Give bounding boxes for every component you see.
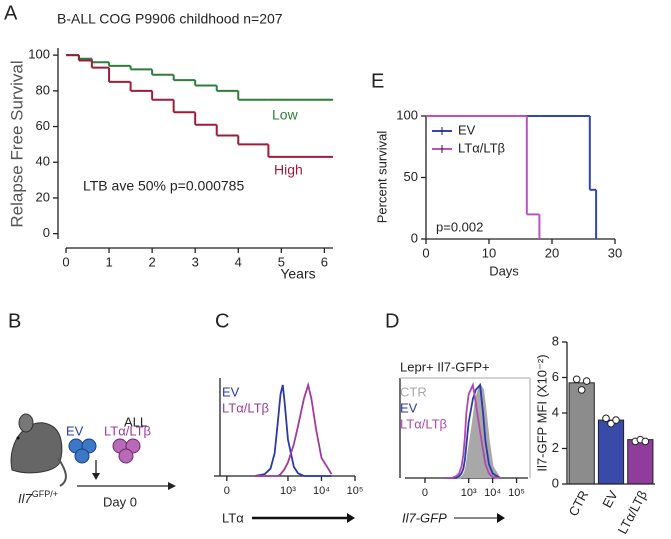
bar <box>597 419 625 485</box>
y-tick-label: 0 <box>411 230 418 245</box>
y-tick-label: 6 <box>552 369 559 384</box>
x-tick-label: 10⁵ <box>508 487 525 499</box>
lt-label: LTα/LTβ <box>104 423 151 438</box>
replicate-dot <box>602 414 610 423</box>
series-label: High <box>274 162 303 178</box>
y-tick-label: 0 <box>43 225 50 240</box>
x-tick-label: 2 <box>149 254 156 269</box>
mouse-icon <box>10 413 67 487</box>
arrow-head <box>497 513 505 523</box>
replicate-dot <box>612 416 620 424</box>
x-tick-label: 10³ <box>280 485 296 497</box>
bar <box>568 382 595 485</box>
x-tick-label: 0 <box>62 254 69 269</box>
annotation: LTB ave 50% p=0.000785 <box>83 178 244 194</box>
panel-label: C <box>215 310 229 332</box>
y-tick-label: 20 <box>36 189 50 204</box>
mouse-gene: Il7 <box>18 491 33 506</box>
panel-label: A <box>4 2 18 24</box>
y-tick-label: 60 <box>36 118 50 133</box>
x-tick-label: EV <box>599 488 621 511</box>
x-tick-label: 10⁴ <box>313 485 330 497</box>
x-tick-label: 30 <box>608 245 622 260</box>
y-tick-label: 2 <box>552 440 559 455</box>
mouse-label: Il7GFP/+ <box>18 489 58 506</box>
arrow-head <box>347 513 355 523</box>
y-tick-label: 0 <box>552 475 559 490</box>
legend-label: EV <box>400 400 418 415</box>
replicate-dot <box>607 419 615 428</box>
y-tick-label: 100 <box>28 47 50 62</box>
replicate-dot <box>577 386 586 394</box>
cells-ev <box>68 438 97 464</box>
replicate-dot <box>641 437 650 446</box>
y-tick-label: 8 <box>552 333 559 348</box>
replicate-dot <box>582 377 591 385</box>
x-tick-label: 10 <box>482 245 496 260</box>
x-tick-label: 10⁵ <box>347 485 364 497</box>
x-tick-label: 1 <box>105 254 112 269</box>
y-tick-label: 80 <box>36 82 50 97</box>
x-tick-label: 3 <box>192 254 199 269</box>
panel-label: E <box>371 70 384 92</box>
x-tick-label: 0 <box>224 485 230 497</box>
x-tick-label: 5 <box>278 254 285 269</box>
mouse-allele: GFP/+ <box>32 489 58 499</box>
ev-label: EV <box>66 423 84 438</box>
legend-label: LTα/LTβ <box>222 400 269 415</box>
y-tick-label: 50 <box>404 169 418 184</box>
x-tick-label: 20 <box>545 245 559 260</box>
bar <box>627 439 654 485</box>
histogram-curve <box>254 381 333 477</box>
histogram-curve <box>444 382 501 479</box>
replicate-dot <box>572 375 581 384</box>
x-tick-label: 0 <box>422 245 429 260</box>
y-axis-label: Relapse Free Survival <box>7 60 26 227</box>
y-tick-label: 100 <box>396 107 418 122</box>
histogram-curve <box>444 382 501 479</box>
y-tick-label: 4 <box>552 404 559 419</box>
diagram: B ALL EV LTα/LTβ Day 0 Il7GFP/+ <box>8 310 176 509</box>
cells-lt <box>112 438 141 464</box>
arrow-head <box>92 473 100 480</box>
series-label: Low <box>272 107 299 123</box>
x-tick-label: CTR <box>566 488 592 519</box>
legend-label: LTα/LTβ <box>400 416 447 431</box>
chart-title: Lepr+ Il7-GFP+ <box>400 359 490 374</box>
panel-label: B <box>8 310 21 332</box>
legend-label: EV <box>458 122 476 137</box>
x-tick-label: 4 <box>235 254 242 269</box>
x-axis-label: Il7-GFP <box>402 510 447 525</box>
legend-label: LTα/LTβ <box>458 140 505 155</box>
x-tick-label: 6 <box>321 254 328 269</box>
timepoint-label: Day 0 <box>103 494 137 509</box>
y-tick-label: 40 <box>36 154 50 169</box>
x-tick-label: 10³ <box>461 487 477 499</box>
histogram-curve <box>254 384 332 477</box>
x-axis-label: LTα <box>222 510 244 525</box>
y-axis-label: Il7-GFP MFI (X10⁻²) <box>534 354 549 471</box>
legend-label: EV <box>222 384 240 399</box>
x-tick-label: 0 <box>422 487 428 499</box>
histogram-curve <box>444 381 500 479</box>
x-tick-label: 10⁴ <box>484 487 501 499</box>
panel-label: D <box>385 310 399 332</box>
y-axis-label: Percent survival <box>374 131 389 224</box>
chart-title: B-ALL COG P9906 childhood n=207 <box>57 11 283 27</box>
group-label: ALL <box>124 414 147 429</box>
arrow-head <box>168 482 176 490</box>
annotation: p=0.002 <box>436 219 483 234</box>
x-axis-label: Days <box>489 263 519 278</box>
x-axis-label: Years <box>280 266 315 282</box>
legend-label: CTR <box>400 384 427 399</box>
